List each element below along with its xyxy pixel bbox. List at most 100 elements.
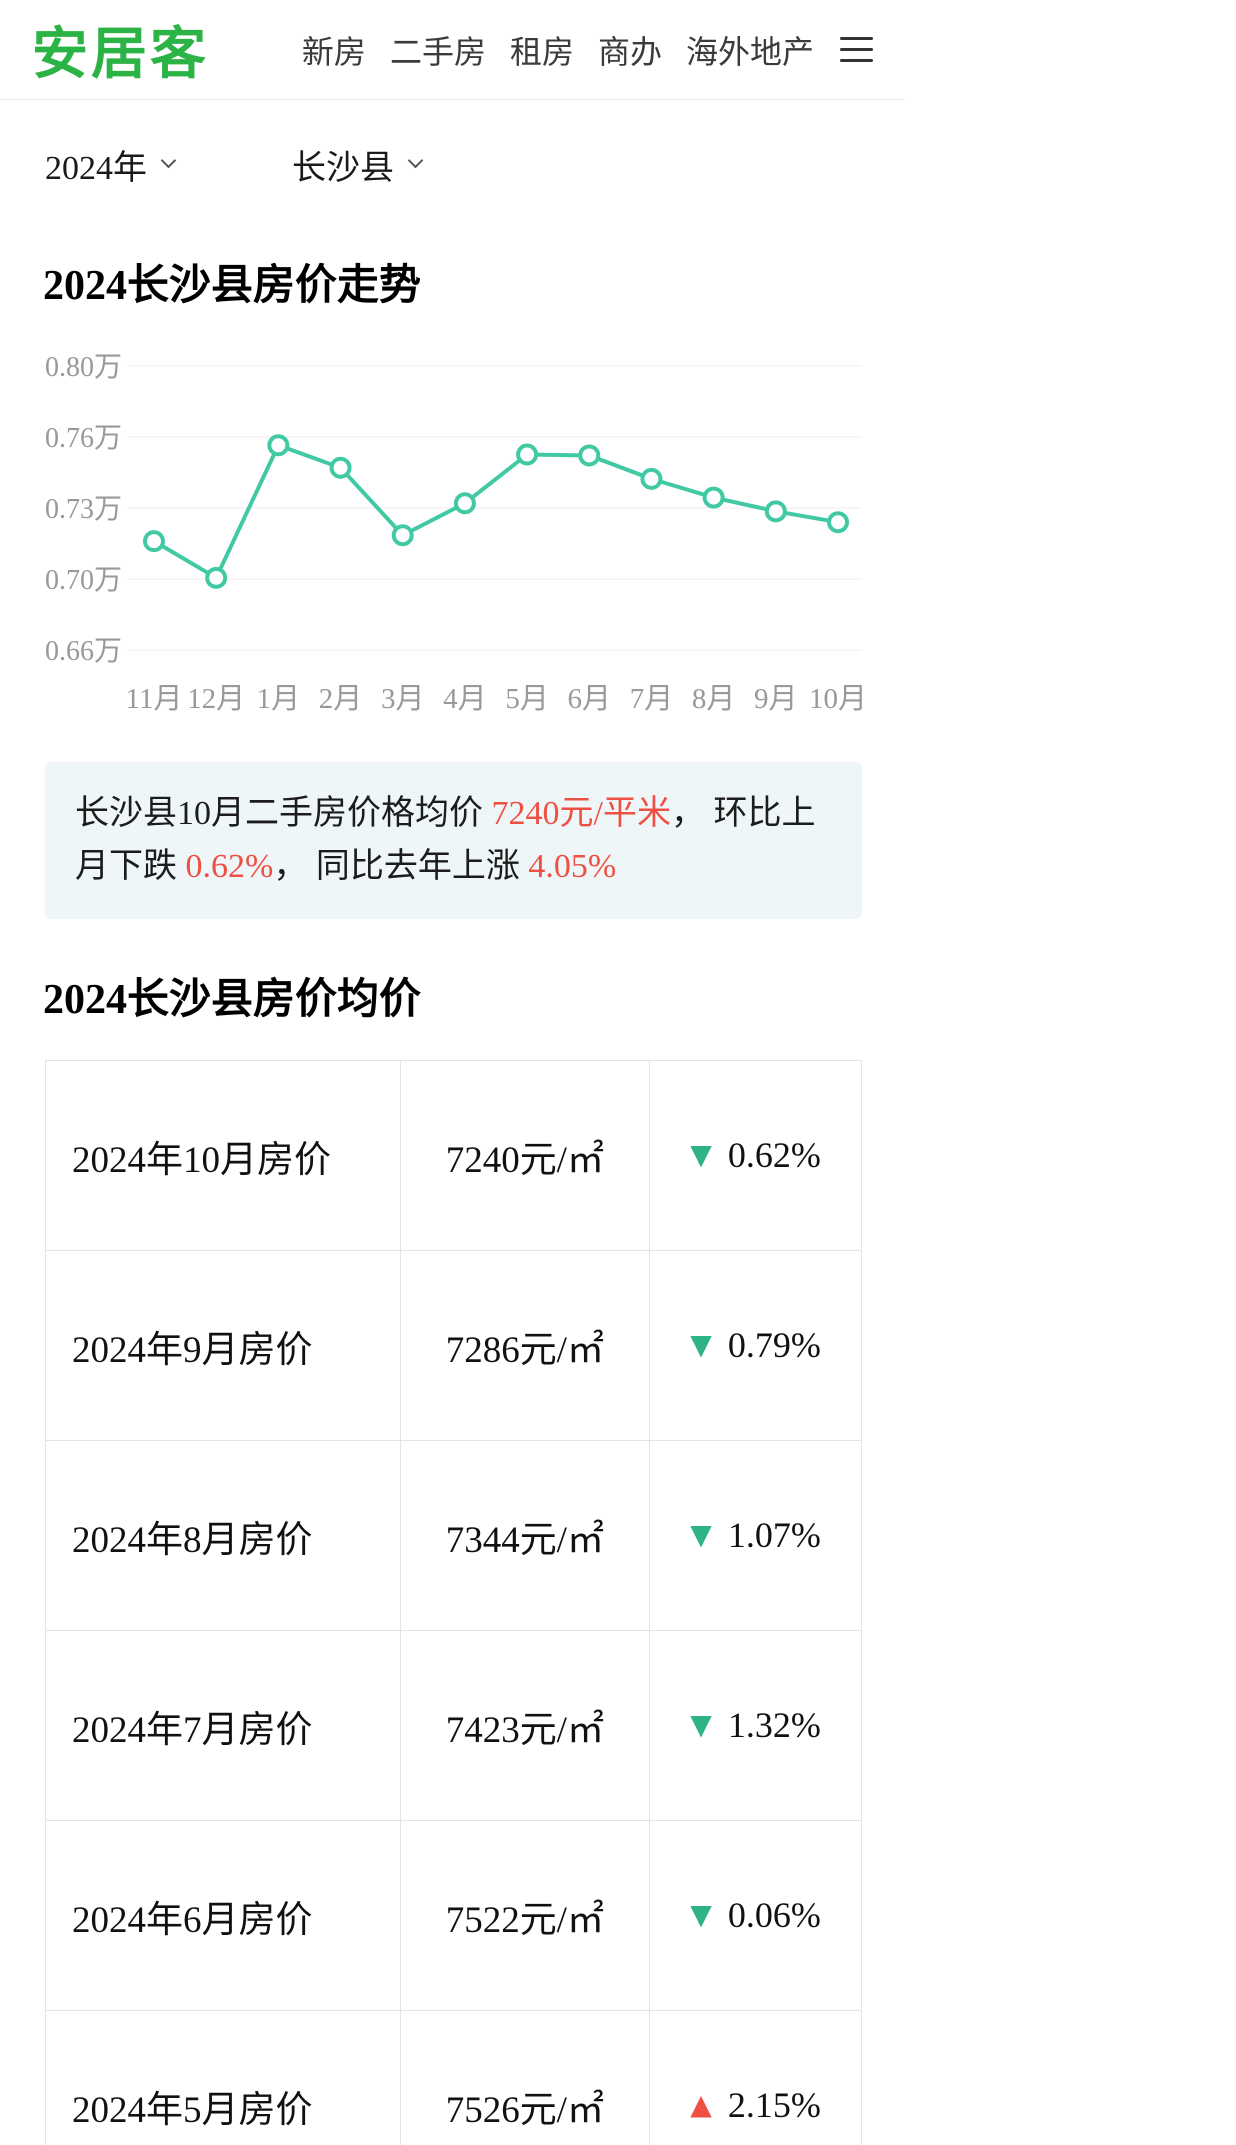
data-point-marker[interactable]: [516, 443, 539, 466]
data-point-marker[interactable]: [205, 566, 228, 589]
price-table-row: 2024年7月房价 7423元/㎡ ▼ 1.32%: [45, 1630, 862, 1822]
x-axis-label: 5月: [505, 683, 549, 715]
data-point-marker[interactable]: [640, 467, 663, 490]
trend-title: 2024长沙县房价走势: [43, 263, 422, 309]
change-percent: 2.15%: [727, 2085, 821, 2126]
price-value: 7240元/㎡: [399, 1060, 651, 1252]
summary-highlight: 4.05%: [528, 847, 617, 885]
price-value: 7526元/㎡: [399, 2010, 651, 2145]
avg-title: 2024长沙县房价均价: [43, 977, 422, 1024]
data-point-marker[interactable]: [391, 524, 414, 547]
year-dropdown[interactable]: 2024年: [45, 140, 177, 189]
brand-logo[interactable]: 安居客: [32, 22, 209, 85]
price-table-row: 2024年5月房价 7526元/㎡ ▲ 2.15%: [45, 2010, 862, 2145]
down-triangle-icon: ▼: [690, 1328, 712, 1362]
chevron-down-icon: [407, 152, 424, 169]
data-point-marker[interactable]: [578, 444, 601, 467]
y-axis-label: 0.76万: [45, 423, 122, 454]
change-cell: ▼ 1.32%: [649, 1630, 862, 1822]
price-value: 7423元/㎡: [399, 1630, 651, 1822]
y-axis-label: 0.73万: [45, 494, 122, 525]
trend-line: [152, 443, 840, 580]
price-table: 2024年10月房价 7240元/㎡ ▼ 0.62% 2024年9月房价 7286…: [45, 1060, 862, 2145]
summary-segment: ， 环比上月下跌: [75, 795, 816, 885]
data-point-marker[interactable]: [143, 530, 165, 553]
down-triangle-icon: ▼: [690, 1138, 712, 1172]
price-value: 7522元/㎡: [399, 1820, 651, 2012]
x-axis-label: 6月: [568, 683, 612, 715]
down-triangle-icon: ▼: [690, 1518, 712, 1552]
site-header: 安居客 新房 二手房 租房 商办 海外地产: [0, 0, 905, 100]
summary-highlight: 0.62%: [185, 847, 274, 885]
price-table-row: 2024年9月房价 7286元/㎡ ▼ 0.79%: [45, 1250, 862, 1442]
menu-bar: [840, 59, 873, 62]
menu-bar: [840, 37, 873, 40]
summary-text: 长沙县10月二手房价格均价 7240元/平米， 环比上月下跌 0.62%， 同比…: [75, 788, 832, 893]
summary-segment: ， 同比去年上涨: [273, 847, 529, 885]
page: 安居客 新房 二手房 租房 商办 海外地产 2024年 长沙县 2024长沙县房价走势 …: [0, 0, 905, 2145]
month-price-label: 2024年7月房价: [45, 1630, 401, 1822]
price-table-row: 2024年10月房价 7240元/㎡ ▼ 0.62%: [45, 1060, 862, 1252]
down-triangle-icon: ▼: [690, 1898, 712, 1932]
nav-item-2[interactable]: 租房: [509, 33, 574, 70]
nav-item-0[interactable]: 新房: [301, 33, 366, 70]
chevron-down-icon: [160, 152, 177, 169]
change-cell: ▼ 0.06%: [649, 1820, 862, 2012]
change-cell: ▲ 2.15%: [649, 2010, 862, 2145]
change-percent: 1.07%: [727, 1515, 821, 1556]
filter-bar: 2024年 长沙县: [0, 100, 905, 189]
y-axis-label: 0.66万: [45, 636, 122, 667]
data-point-marker[interactable]: [267, 434, 290, 457]
x-axis-label: 11月: [126, 683, 183, 715]
x-axis-label: 9月: [754, 683, 798, 715]
x-axis-label: 12月: [187, 683, 245, 715]
nav-item-4[interactable]: 海外地产: [685, 33, 814, 70]
down-triangle-icon: ▼: [690, 1708, 712, 1742]
data-point-marker[interactable]: [453, 492, 476, 515]
change-percent: 0.62%: [727, 1135, 821, 1176]
change-percent: 0.06%: [727, 1895, 821, 1936]
year-dropdown-label: 2024年: [45, 150, 147, 187]
data-point-marker[interactable]: [827, 511, 849, 534]
summary-segment: 长沙县10月二手房价格均价: [75, 795, 492, 832]
region-dropdown-label: 长沙县: [292, 150, 394, 187]
nav-item-3[interactable]: 商办: [597, 33, 662, 70]
month-price-label: 2024年10月房价: [45, 1060, 401, 1252]
month-price-label: 2024年9月房价: [45, 1250, 401, 1442]
x-axis-label: 7月: [630, 683, 674, 715]
month-price-label: 2024年5月房价: [45, 2010, 401, 2145]
price-value: 7344元/㎡: [399, 1440, 651, 1632]
summary-box: 长沙县10月二手房价格均价 7240元/平米， 环比上月下跌 0.62%， 同比…: [45, 762, 862, 920]
change-percent: 1.32%: [727, 1705, 821, 1746]
month-price-label: 2024年8月房价: [45, 1440, 401, 1632]
up-triangle-icon: ▲: [690, 2088, 712, 2122]
x-axis-label: 4月: [443, 683, 487, 715]
change-cell: ▼ 0.79%: [649, 1250, 862, 1442]
price-table-row: 2024年8月房价 7344元/㎡ ▼ 1.07%: [45, 1440, 862, 1632]
menu-icon[interactable]: [840, 33, 873, 66]
x-axis-label: 2月: [319, 683, 363, 715]
price-trend-chart: 0.80万 0.76万 0.73万 0.70万 0.66万 11月 12月 1月 2月 3月 4月 5…: [45, 352, 905, 734]
x-axis-label: 3月: [381, 683, 425, 715]
region-dropdown[interactable]: 长沙县: [292, 140, 424, 189]
data-point-marker[interactable]: [702, 486, 725, 509]
x-axis-label: 1月: [257, 683, 301, 715]
menu-bar: [840, 48, 873, 51]
change-percent: 0.79%: [727, 1325, 821, 1366]
month-price-label: 2024年6月房价: [45, 1820, 401, 2012]
price-table-row: 2024年6月房价 7522元/㎡ ▼ 0.06%: [45, 1820, 862, 2012]
nav-item-1[interactable]: 二手房: [389, 33, 486, 70]
main-nav: 新房 二手房 租房 商办 海外地产: [302, 27, 814, 73]
x-axis-label: 10月: [809, 683, 867, 715]
price-table-body: 2024年10月房价 7240元/㎡ ▼ 0.62% 2024年9月房价 7286…: [45, 1060, 862, 2145]
change-cell: ▼ 0.62%: [649, 1060, 862, 1252]
change-cell: ▼ 1.07%: [649, 1440, 862, 1632]
summary-highlight: 7240元/平米: [491, 795, 671, 832]
x-axis-label: 8月: [692, 683, 736, 715]
data-point-marker[interactable]: [329, 456, 352, 479]
data-point-marker[interactable]: [764, 500, 787, 523]
price-value: 7286元/㎡: [399, 1250, 651, 1442]
y-axis-label: 0.70万: [45, 565, 122, 596]
y-axis-label: 0.80万: [45, 352, 122, 383]
